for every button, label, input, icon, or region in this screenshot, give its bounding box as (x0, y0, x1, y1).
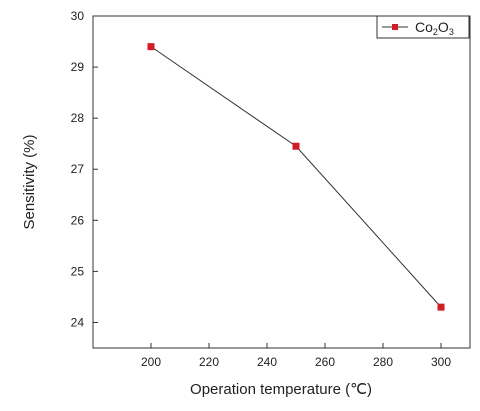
x-tick-label: 280 (373, 355, 393, 369)
legend-label: Co2O3 (415, 19, 454, 37)
plot-frame (92, 15, 471, 349)
y-tick-label: 24 (71, 315, 85, 329)
y-tick-label: 28 (71, 111, 85, 125)
x-tick-label: 260 (315, 355, 335, 369)
legend-box (376, 15, 470, 39)
legend-marker (392, 24, 398, 30)
y-tick-label: 30 (71, 9, 85, 23)
x-tick-label: 240 (257, 355, 277, 369)
y-tick-label: 27 (71, 162, 85, 176)
data-point (437, 303, 445, 311)
x-tick-label: 300 (431, 355, 451, 369)
x-tick-label: 200 (141, 355, 161, 369)
series-layer (147, 43, 445, 311)
axes (92, 15, 471, 349)
legend: Co2O3 (376, 15, 470, 39)
y-tick-label: 25 (71, 264, 85, 278)
x-axis-title: Operation temperature (℃) (190, 381, 372, 398)
data-point (292, 142, 300, 150)
ticks: 200 220 240 260 280 300 24 25 26 27 28 29 30 (71, 9, 452, 369)
series-line (150, 46, 442, 308)
x-tick-label: 220 (199, 355, 219, 369)
data-point (147, 43, 155, 51)
y-axis-title: Sensitivity (%) (21, 134, 38, 229)
y-tick-label: 29 (71, 60, 85, 74)
y-tick-label: 26 (71, 213, 85, 227)
